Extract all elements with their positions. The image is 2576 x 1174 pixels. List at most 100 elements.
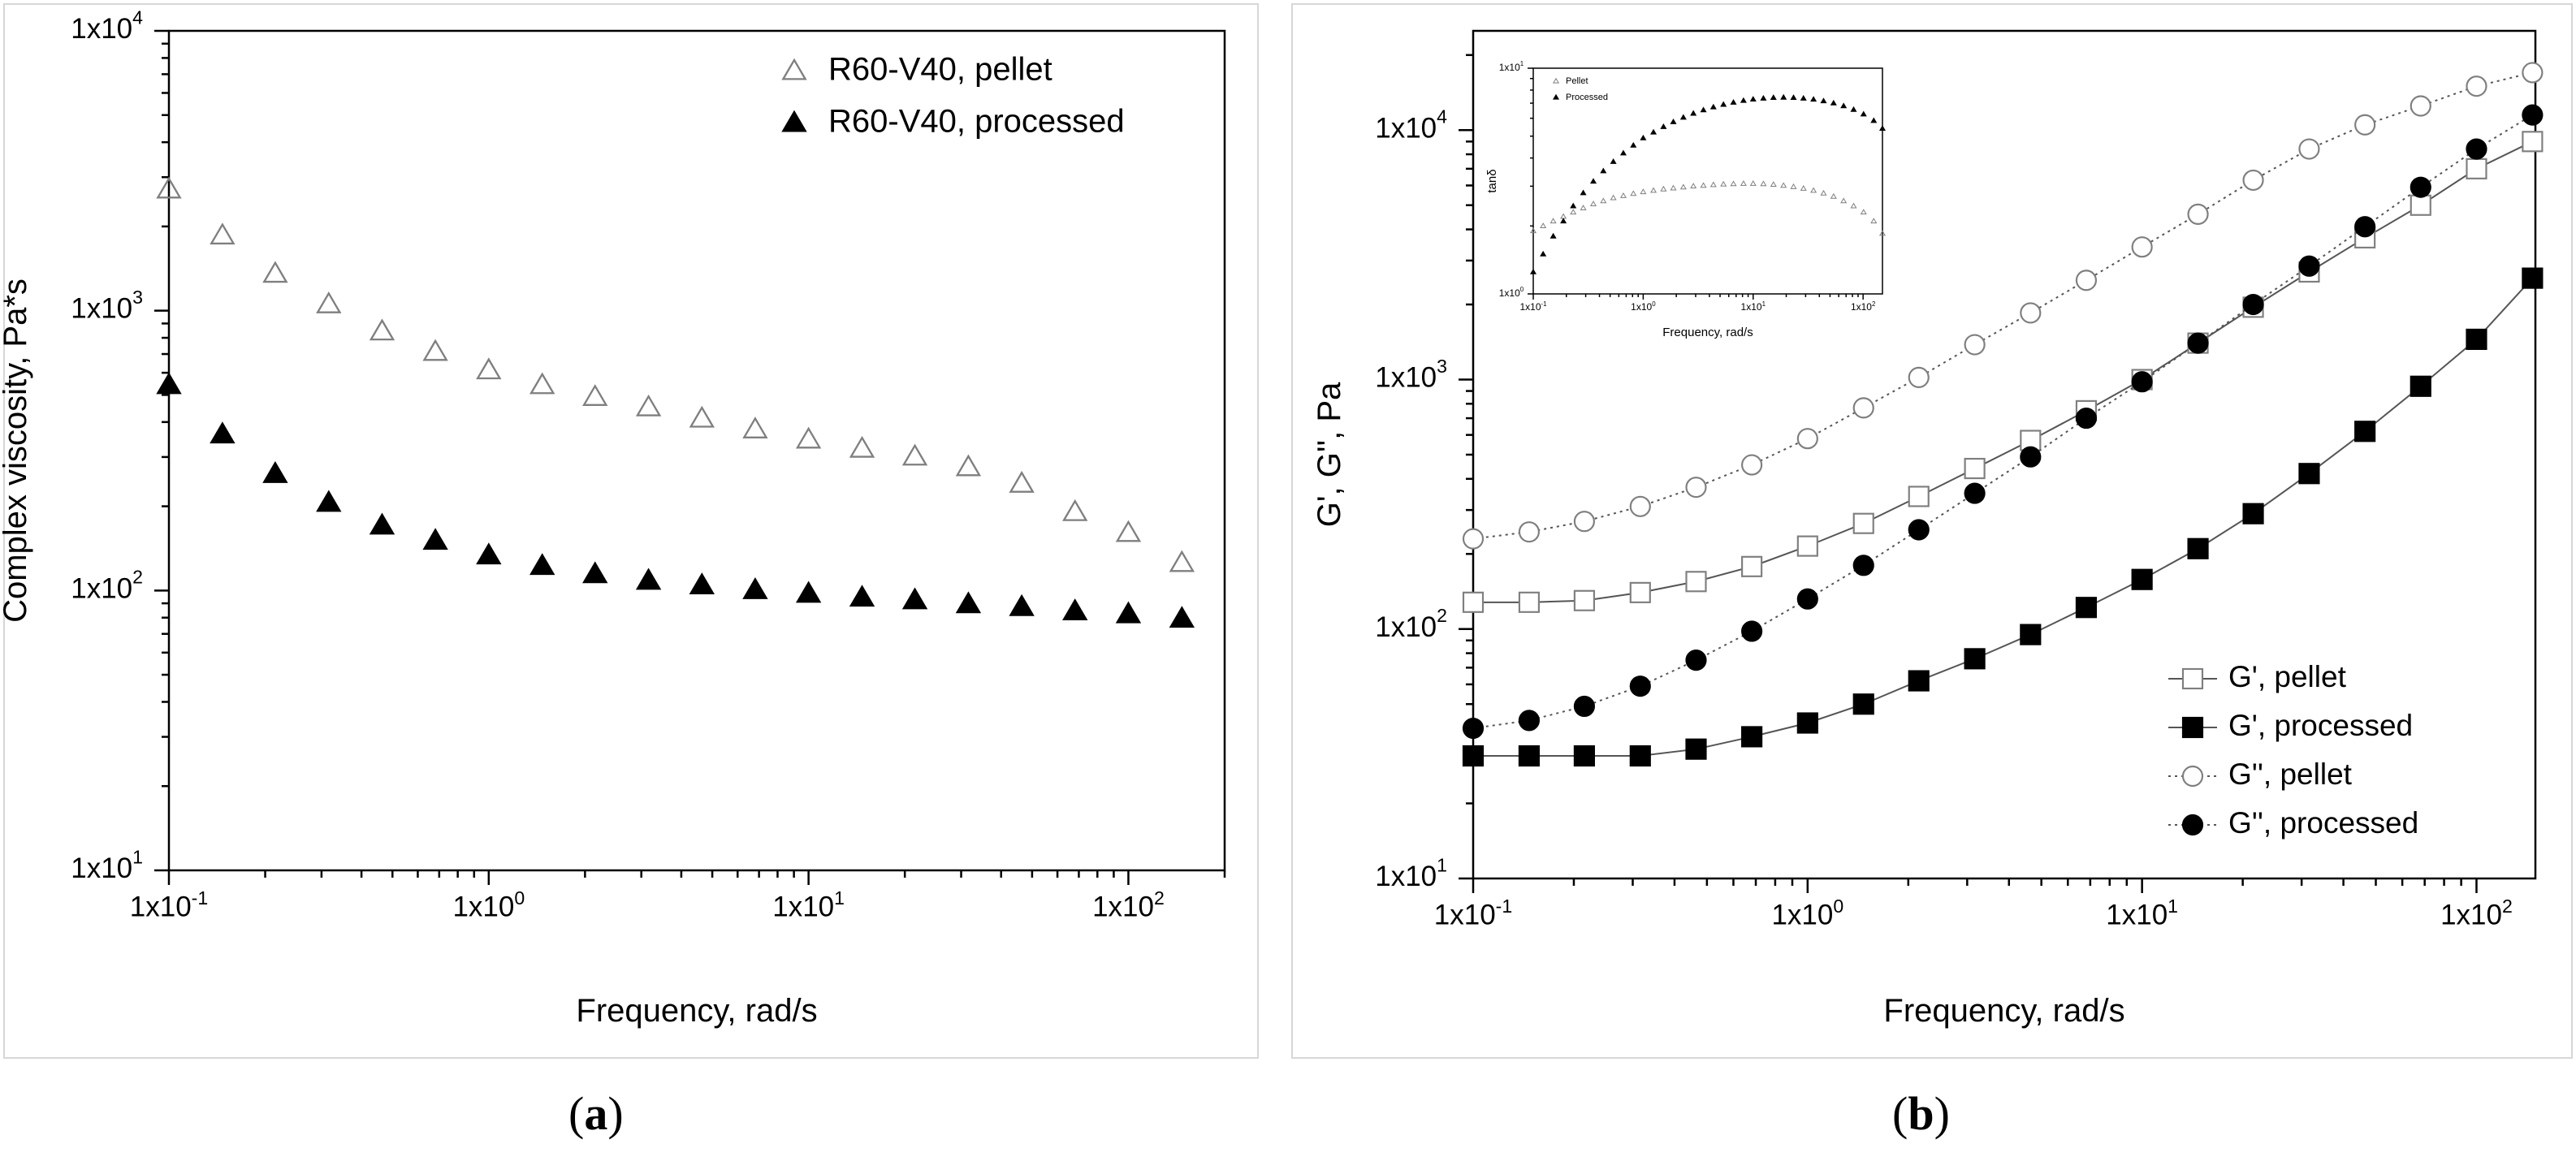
chart-b-legend-label: G'', pellet: [2228, 757, 2353, 791]
chart-b-series-2-point: [2298, 138, 2320, 160]
chart-b-series-1-point: [2466, 328, 2487, 351]
chart-a-series-1-point: [955, 591, 982, 614]
chart-b-inset-series-1-point: [1720, 101, 1727, 107]
chart-a-legend-marker: [781, 58, 807, 80]
chart-a-legend-marker: [781, 110, 807, 132]
chart-a-series-0-point: [369, 318, 395, 341]
chart-b-series-1-point: [1685, 738, 1707, 760]
chart-b-series-3-point: [2187, 332, 2209, 354]
chart-b-series-3-point: [1852, 555, 1874, 576]
chart-b-inset-series-0-point: [1760, 180, 1767, 187]
chart-b-inset-series-0-point: [1730, 180, 1737, 187]
chart-a-series-0-point: [1009, 470, 1035, 493]
chart-a-series-1-point: [795, 581, 822, 603]
chart-b-inset-series-1-point: [1589, 178, 1597, 184]
chart-a-series-0-point: [529, 372, 555, 395]
chart-a-series-1-point: [742, 576, 768, 599]
chart-a-series-1-point: [210, 421, 236, 444]
chart-b-series-1-point: [1573, 745, 1595, 767]
chart-b-inset-x-tick-label: 1x100: [1631, 300, 1656, 313]
chart-a-series-0-point: [316, 291, 342, 313]
chart-b-series-1-point: [2187, 537, 2209, 559]
chart-a-series-1-point: [901, 587, 928, 610]
chart-b-series-3-point: [1796, 588, 1818, 610]
chart-a-series-0-point: [422, 339, 448, 361]
chart-a-series-0-point: [210, 222, 236, 245]
chart-a-series-0-point: [849, 435, 875, 458]
chart-a-series-0-point: [156, 176, 182, 199]
chart-b-inset-series-1-point: [1878, 125, 1887, 132]
chart-b-series-0-point: [2466, 158, 2487, 179]
chart-b-x-axis-title: Frequency, rad/s: [1883, 993, 2124, 1029]
chart-b-inset-y-axis-title: tanδ: [1485, 169, 1499, 192]
chart-a-y-axis-title: Complex viscosity, Pa*s: [0, 278, 33, 623]
chart-b-series-3-point: [1964, 482, 1986, 504]
chart-b-series-2-point: [2410, 95, 2431, 117]
chart-b-series-1-point: [1852, 693, 1874, 715]
chart-a-series-0-point: [901, 443, 928, 466]
chart-b-series-0-point: [1462, 591, 1485, 613]
chart-a-y-tick-label: 1x102: [71, 567, 143, 605]
chart-b-inset-series-0-point: [1670, 184, 1677, 191]
chart-b-x-tick-label: 1x101: [2106, 896, 2178, 931]
chart-b-inset-x-tick-label: 1x10-1: [1519, 300, 1547, 313]
chart-a-series-0-point: [1169, 550, 1195, 572]
chart-b-series-0-point: [1741, 555, 1763, 577]
chart-b-inset-series-0-point: [1720, 180, 1727, 187]
chart-b-y-axis-title: G', G'', Pa: [1312, 382, 1347, 527]
panel-a-label: (a): [568, 1087, 624, 1140]
chart-b-inset-series-1-point: [1610, 158, 1617, 164]
chart-a-y-tick-label: 1x101: [71, 846, 143, 884]
chart-b-series-2-point: [1685, 477, 1707, 499]
chart-b-series-1-point: [1908, 670, 1930, 692]
chart-b-inset-series-1-point: [1549, 232, 1557, 239]
chart-b-inset-series-1-point: [1670, 118, 1677, 124]
chart-b-inset-series-0-point: [1740, 179, 1747, 186]
chart-b-inset-series-0-point: [1790, 183, 1797, 189]
chart-b-series-0-point: [1908, 486, 1930, 507]
chart-b-series-0-point: [1964, 457, 1986, 480]
chart-b-series-0-point: [1573, 589, 1595, 611]
chart-b-series-2-point: [2466, 76, 2487, 97]
chart-b-series-0-point: [2522, 131, 2544, 153]
chart-b-inset-series-1-point: [1660, 123, 1667, 129]
panel-b-label: (b): [1892, 1087, 1950, 1140]
chart-b-series-1-point: [2020, 624, 2042, 645]
chart-a-series-1-point: [1009, 593, 1035, 616]
chart-b-series-3-point: [1518, 710, 1540, 732]
chart-b-series-3-point: [1741, 620, 1763, 642]
chart-a-series-0-point: [689, 405, 715, 428]
chart-b-inset-series-1-point: [1640, 134, 1647, 140]
chart-b-inset-series-1-point: [1700, 106, 1707, 113]
chart-b-inset-series-1-point: [1540, 250, 1547, 257]
chart-b-y-tick-label: 1x104: [1375, 106, 1447, 145]
chart-b-inset-legend-label: Pellet: [1566, 76, 1588, 86]
chart-b-inset-y-tick-label: 1x100: [1499, 286, 1524, 299]
chart-b-inset-series-0-point: [1770, 181, 1777, 188]
chart-b-inset-series-1-point: [1570, 202, 1577, 209]
chart-a-series-1-point: [262, 460, 288, 483]
chart-b-inset-series-0-point: [1580, 205, 1587, 210]
chart-a-x-tick-label: 1x101: [772, 887, 845, 923]
chart-b-inset-legend-label: Processed: [1566, 93, 1608, 102]
chart-b-inset-y-tick-label: 1x101: [1499, 60, 1524, 73]
chart-b-inset-series-1-point: [1870, 117, 1878, 123]
chart-a-series-1-point: [635, 568, 662, 590]
chart-b-legend-marker: [2181, 667, 2204, 690]
chart-b-inset-legend-marker: [1552, 93, 1560, 100]
chart-b-series-1-point: [1518, 745, 1540, 767]
chart-b-series-1-point: [1964, 648, 1986, 670]
chart-b-series-2-point: [1518, 521, 1540, 543]
chart-b-inset-series-1-point: [1830, 99, 1837, 106]
chart-b-inset-x-tick-label: 1x101: [1741, 300, 1766, 313]
chart-b-legend-label: G', processed: [2228, 709, 2413, 742]
chart-b-inset-series-0-point: [1540, 222, 1547, 228]
chart-b-inset-series-0-point: [1860, 209, 1867, 215]
chart-b-series-0-point: [1685, 571, 1707, 593]
chart-b-series-2-point: [1462, 528, 1485, 550]
chart-b-inset-x-axis-title: Frequency, rad/s: [1662, 326, 1753, 339]
chart-b-series-1-point: [1796, 712, 1818, 734]
chart-a-series-0-point: [955, 454, 982, 477]
chart-b-series-2-point: [2075, 270, 2098, 291]
chart-b-legend-marker: [2181, 814, 2204, 836]
